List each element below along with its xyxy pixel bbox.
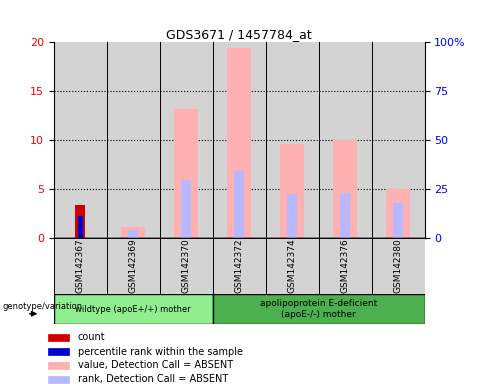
Text: percentile rank within the sample: percentile rank within the sample xyxy=(78,347,243,357)
Bar xyxy=(128,230,138,238)
Text: GSM142376: GSM142376 xyxy=(341,238,349,293)
Text: rank, Detection Call = ABSENT: rank, Detection Call = ABSENT xyxy=(78,374,228,384)
Text: GSM142369: GSM142369 xyxy=(129,238,138,293)
Text: GSM142370: GSM142370 xyxy=(182,238,191,293)
Bar xyxy=(48,376,69,383)
Bar xyxy=(319,238,371,294)
Bar xyxy=(371,42,425,238)
Bar xyxy=(386,189,410,238)
Bar xyxy=(48,348,69,355)
Text: genotype/variation: genotype/variation xyxy=(3,301,83,311)
Bar xyxy=(333,140,357,238)
Text: GSM142372: GSM142372 xyxy=(235,238,244,293)
Text: GSM142367: GSM142367 xyxy=(76,238,85,293)
Bar xyxy=(54,42,107,238)
Bar xyxy=(287,194,297,238)
Bar xyxy=(340,193,350,238)
Text: GSM142380: GSM142380 xyxy=(393,238,403,293)
Text: GSM142374: GSM142374 xyxy=(287,238,297,293)
Bar xyxy=(78,215,83,238)
Title: GDS3671 / 1457784_at: GDS3671 / 1457784_at xyxy=(166,28,312,41)
Bar xyxy=(213,238,265,294)
Bar xyxy=(182,180,191,238)
Bar xyxy=(280,144,304,238)
Bar xyxy=(174,109,198,238)
Bar xyxy=(48,362,69,369)
Bar xyxy=(160,238,213,294)
Bar xyxy=(48,334,69,341)
Bar xyxy=(107,42,160,238)
Text: value, Detection Call = ABSENT: value, Detection Call = ABSENT xyxy=(78,360,233,370)
Text: wildtype (apoE+/+) mother: wildtype (apoE+/+) mother xyxy=(75,305,191,314)
Bar xyxy=(54,238,107,294)
Bar xyxy=(371,238,425,294)
Text: count: count xyxy=(78,333,105,343)
Bar xyxy=(160,42,213,238)
Bar xyxy=(265,42,319,238)
Bar xyxy=(76,205,85,238)
Bar xyxy=(227,48,251,238)
Bar xyxy=(234,172,244,238)
Bar xyxy=(213,294,425,324)
Bar xyxy=(121,227,145,238)
Bar xyxy=(213,42,265,238)
Bar xyxy=(393,203,403,238)
Bar xyxy=(107,238,160,294)
Bar xyxy=(54,294,213,324)
Text: apolipoprotein E-deficient
(apoE-/-) mother: apolipoprotein E-deficient (apoE-/-) mot… xyxy=(260,299,377,319)
Bar xyxy=(319,42,371,238)
Bar xyxy=(265,238,319,294)
